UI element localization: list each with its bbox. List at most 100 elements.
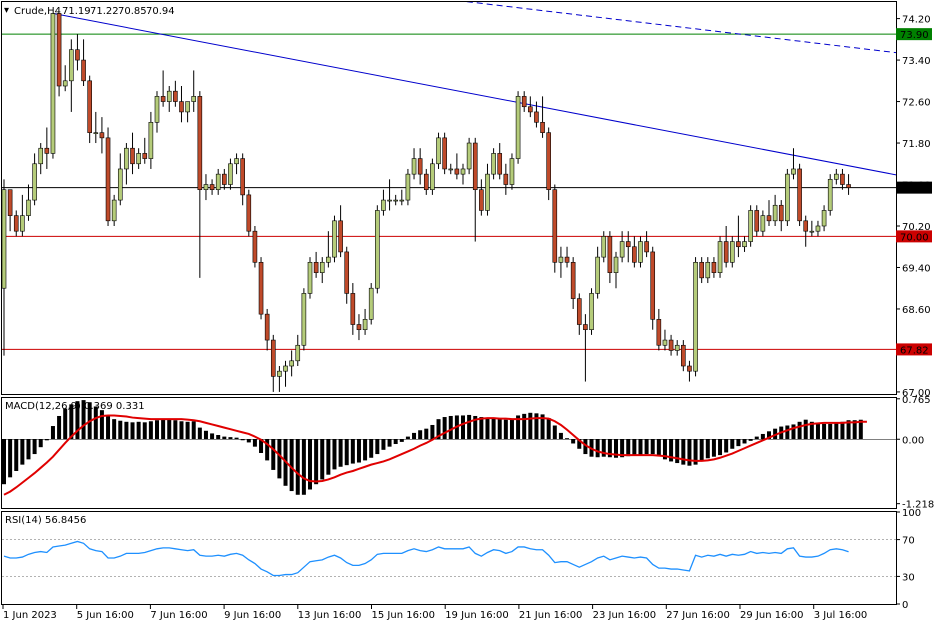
candle-body — [26, 199, 31, 216]
macd-histogram-bar — [99, 410, 104, 440]
macd-signal-line — [3, 414, 867, 496]
macd-histogram-bar — [271, 439, 276, 470]
candle-body — [638, 241, 643, 263]
candle-body — [650, 251, 656, 320]
candle-body — [423, 173, 429, 191]
macd-histogram-bar — [785, 425, 790, 440]
candle-body — [791, 168, 796, 175]
time-tick-label: 9 Jun 16:00 — [224, 610, 281, 621]
candle-body — [252, 230, 258, 263]
macd-histogram-bar — [148, 421, 153, 440]
macd-histogram-bar — [44, 439, 49, 441]
macd-histogram-bar — [405, 436, 410, 440]
candle-body — [117, 168, 123, 201]
candle-body — [203, 184, 209, 191]
macd-histogram-bar — [289, 439, 294, 492]
candle-body — [448, 168, 454, 171]
candle-body — [264, 313, 270, 341]
macd-histogram-bar — [381, 439, 386, 450]
macd-histogram-bar — [509, 419, 514, 440]
macd-histogram-bar — [632, 439, 637, 456]
candle-body — [405, 173, 411, 201]
macd-histogram-bar — [320, 439, 325, 480]
candle-body — [729, 241, 735, 263]
time-tick-label: 23 Jun 16:00 — [593, 610, 657, 621]
macd-histogram-bar — [699, 439, 704, 461]
candle-body — [485, 173, 490, 211]
candle-body — [13, 215, 19, 232]
candle-body — [619, 241, 625, 258]
time-tick-label: 21 Jun 16:00 — [519, 610, 583, 621]
candle-body — [674, 344, 680, 351]
macd-histogram-bar — [430, 424, 435, 440]
macd-histogram-bar — [436, 419, 441, 440]
candle-body — [717, 241, 723, 273]
candle-body — [301, 293, 307, 346]
level-badge-label: 73.90 — [900, 30, 929, 41]
candle-body — [558, 256, 564, 263]
candle-body — [338, 220, 343, 253]
macd-histogram-bar — [656, 439, 661, 457]
candle-body — [803, 220, 809, 232]
macd-histogram-bar — [173, 420, 178, 440]
macd-histogram-bar — [167, 419, 172, 440]
ohlc-close: 70.94 — [146, 6, 175, 17]
candle-body — [197, 96, 203, 191]
macd-histogram-bar — [81, 400, 86, 440]
candle-body — [344, 251, 350, 294]
candle-body — [228, 163, 233, 185]
level-badge-support — [896, 343, 932, 356]
macd-histogram-bar — [846, 420, 851, 440]
macd-histogram-bar — [57, 415, 62, 440]
candle-body — [491, 153, 496, 175]
macd-histogram-bar — [736, 439, 741, 447]
candle-body — [772, 204, 778, 222]
candle-body — [1, 189, 7, 289]
candle-body — [711, 261, 717, 273]
candle-body — [552, 189, 558, 263]
time-tick-label: 29 Jun 16:00 — [740, 610, 804, 621]
candle-body — [613, 256, 619, 273]
macd-histogram-bar — [797, 421, 802, 440]
macd-histogram-bar — [363, 439, 368, 461]
candle-body — [736, 241, 741, 248]
candle-body — [466, 142, 472, 170]
price-tick-label: 74.20 — [902, 15, 931, 26]
macd-histogram-bar — [32, 439, 37, 455]
candle-body — [81, 59, 86, 82]
macd-histogram-bar — [650, 439, 655, 455]
candle-body — [827, 179, 833, 211]
candle-body — [760, 215, 766, 232]
macd-histogram-bar — [461, 415, 465, 440]
macd-histogram-bar — [191, 421, 196, 440]
time-tick-label: 3 Jul 16:00 — [814, 610, 868, 621]
macd-histogram-bar — [448, 415, 453, 440]
macd-histogram-bar — [161, 419, 166, 440]
macd-histogram-bar — [595, 439, 600, 458]
macd-histogram-bar — [26, 439, 31, 460]
macd-histogram-bar — [583, 439, 588, 455]
candle-body — [142, 153, 148, 159]
candle-body — [576, 298, 582, 325]
macd-histogram-bar — [522, 413, 527, 440]
macd-histogram-bar — [14, 439, 19, 471]
candle-body — [601, 236, 607, 258]
macd-histogram-bar — [681, 439, 686, 465]
candle-body — [277, 370, 282, 377]
macd-histogram-bar — [412, 432, 417, 440]
level-badge-current — [896, 181, 932, 194]
candle-body — [387, 199, 392, 202]
rsi-tick-label: 30 — [902, 572, 915, 583]
candle-body — [69, 49, 74, 82]
candle-body — [399, 199, 405, 202]
candle-body — [270, 339, 276, 377]
candle-body — [258, 261, 264, 315]
symbol-dropdown-icon[interactable]: ▾ — [4, 5, 9, 16]
candle-body — [179, 101, 184, 113]
candle-body — [534, 111, 539, 123]
ohlc-open: 71.19 — [62, 6, 91, 17]
rsi-pane-frame — [1, 511, 897, 605]
macd-histogram-bar — [558, 432, 563, 440]
macd-histogram-bar — [614, 439, 618, 458]
